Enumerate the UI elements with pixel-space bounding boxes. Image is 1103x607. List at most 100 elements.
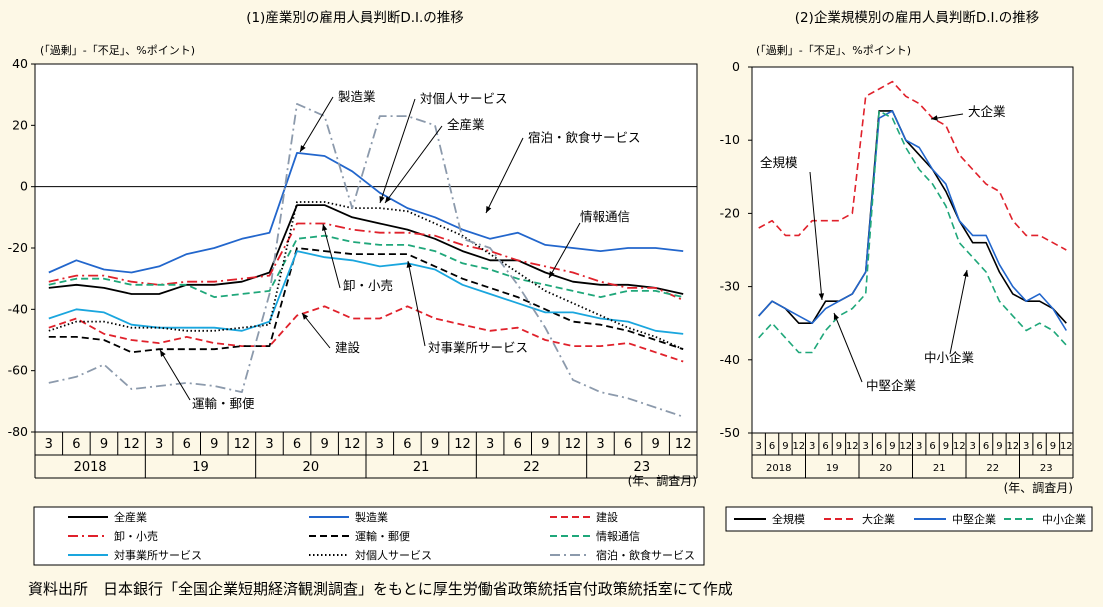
- month-label: 6: [822, 441, 828, 452]
- series-line: [48, 305, 684, 363]
- month-label: 6: [769, 441, 775, 452]
- month-label: 6: [876, 441, 882, 452]
- month-label: 12: [846, 441, 859, 452]
- month-label: 3: [45, 437, 53, 452]
- month-label: 3: [756, 441, 762, 452]
- annotation-label: 宿泊・飲食サービス: [528, 130, 641, 145]
- month-label: 3: [970, 441, 976, 452]
- series-line: [48, 250, 684, 335]
- annotation-label: 製造業: [338, 89, 376, 104]
- annotation-label: 対事業所サービス: [428, 340, 528, 355]
- month-label: 9: [320, 437, 328, 452]
- month-label: 12: [123, 437, 140, 452]
- year-label: 23: [634, 460, 651, 475]
- annotation-arrowhead: [322, 224, 328, 231]
- month-label: 9: [836, 441, 842, 452]
- month-label: 3: [265, 437, 273, 452]
- legend-label: 対個人サービス: [355, 548, 432, 562]
- month-label: 12: [899, 441, 912, 452]
- month-label: 12: [953, 441, 966, 452]
- month-label: 3: [155, 437, 163, 452]
- year-label: 20: [879, 463, 892, 474]
- month-label: 6: [183, 437, 191, 452]
- series-line: [758, 80, 1067, 251]
- annotation-leader: [809, 171, 823, 301]
- legend-label: 全規模: [772, 512, 805, 526]
- y-tick-label: -80: [8, 424, 28, 439]
- legend-label: 卸・小売: [114, 529, 158, 543]
- annotation-arrowhead: [833, 313, 839, 320]
- annotation-arrowhead: [931, 115, 938, 121]
- legend-label: 製造業: [355, 510, 388, 524]
- annotation-arrowhead: [300, 145, 306, 152]
- month-label: 3: [916, 441, 922, 452]
- series-line: [48, 247, 684, 354]
- year-label: 21: [413, 460, 430, 475]
- y-axis-label: (「過剰」-「不足」、%ポイント): [40, 44, 195, 57]
- annotation-leader: [379, 98, 416, 204]
- y-axis-label: (「過剰」-「不足」、%ポイント): [756, 44, 911, 57]
- legend-label: 中小企業: [1042, 512, 1086, 526]
- month-label: 3: [596, 437, 604, 452]
- y-tick-label: -60: [8, 363, 28, 378]
- month-label: 12: [792, 441, 805, 452]
- legend-label: 中堅企業: [952, 512, 996, 526]
- y-tick-label: -40: [8, 301, 28, 316]
- month-label: 3: [809, 441, 815, 452]
- month-label: 3: [486, 437, 494, 452]
- annotation-label: 運輸・郵便: [192, 396, 255, 411]
- month-label: 6: [929, 441, 935, 452]
- plot-area: [34, 63, 698, 433]
- annotation-label: 対個人サービス: [420, 91, 508, 106]
- legend-label: 運輸・郵便: [355, 529, 410, 543]
- legend-2: 全規模 大企業 中堅企業 中小企業: [725, 506, 1093, 532]
- plot-area: [751, 66, 1074, 434]
- annotation-arrowhead: [818, 293, 825, 300]
- y-tick-label: 20: [12, 117, 28, 132]
- month-label: 6: [514, 437, 522, 452]
- annotation-leader: [407, 260, 426, 347]
- annotation-label: 全産業: [447, 117, 485, 132]
- year-label: 2018: [74, 460, 107, 475]
- annotation-label: 情報通信: [580, 209, 630, 224]
- month-label: 9: [541, 437, 549, 452]
- month-label: 12: [565, 437, 582, 452]
- y-tick-label: -30: [720, 279, 740, 294]
- annotation-label: 卸・小売: [343, 278, 393, 293]
- month-label: 6: [624, 437, 632, 452]
- y-tick-label: -20: [720, 205, 740, 220]
- month-label: 9: [889, 441, 895, 452]
- annotation-label: 大企業: [968, 104, 1006, 119]
- series-line: [48, 204, 684, 295]
- chart-2: (2)企業規模別の雇用人員判断D.I.の推移 (「過剰」-「不足」、%ポイント) 0…: [720, 9, 1074, 495]
- legend-label: 情報通信: [596, 530, 640, 543]
- month-label: 3: [1023, 441, 1029, 452]
- series-line: [758, 110, 1067, 354]
- annotation-arrowhead: [549, 271, 555, 278]
- x-axis-label: (年、調査月): [1004, 481, 1073, 495]
- annotation-leader: [485, 137, 524, 214]
- legend-label: 大企業: [862, 512, 895, 526]
- annotation-leader: [299, 96, 334, 153]
- month-label: 9: [431, 437, 439, 452]
- x-axis-label: (年、調査月): [628, 474, 697, 488]
- annotation-leader: [548, 222, 581, 279]
- month-label: 9: [943, 441, 949, 452]
- chart-title: (2)企業規模別の雇用人員判断D.I.の推移: [795, 9, 1040, 26]
- annotation-arrowhead: [302, 313, 309, 320]
- legend-box: [33, 506, 705, 566]
- year-label: 21: [933, 463, 946, 474]
- series-group: [758, 80, 1067, 354]
- month-label: 3: [863, 441, 869, 452]
- chart-title: (1)産業別の雇用人員判断D.I.の推移: [246, 9, 464, 26]
- annotation-leader: [384, 125, 443, 204]
- annotation-leader: [301, 312, 331, 349]
- annotation-arrowhead: [963, 270, 969, 277]
- annotation-arrowhead: [160, 350, 166, 357]
- month-label: 12: [1006, 441, 1019, 452]
- month-label: 9: [100, 437, 108, 452]
- legend-label: 建設: [596, 510, 618, 524]
- month-label: 12: [675, 437, 692, 452]
